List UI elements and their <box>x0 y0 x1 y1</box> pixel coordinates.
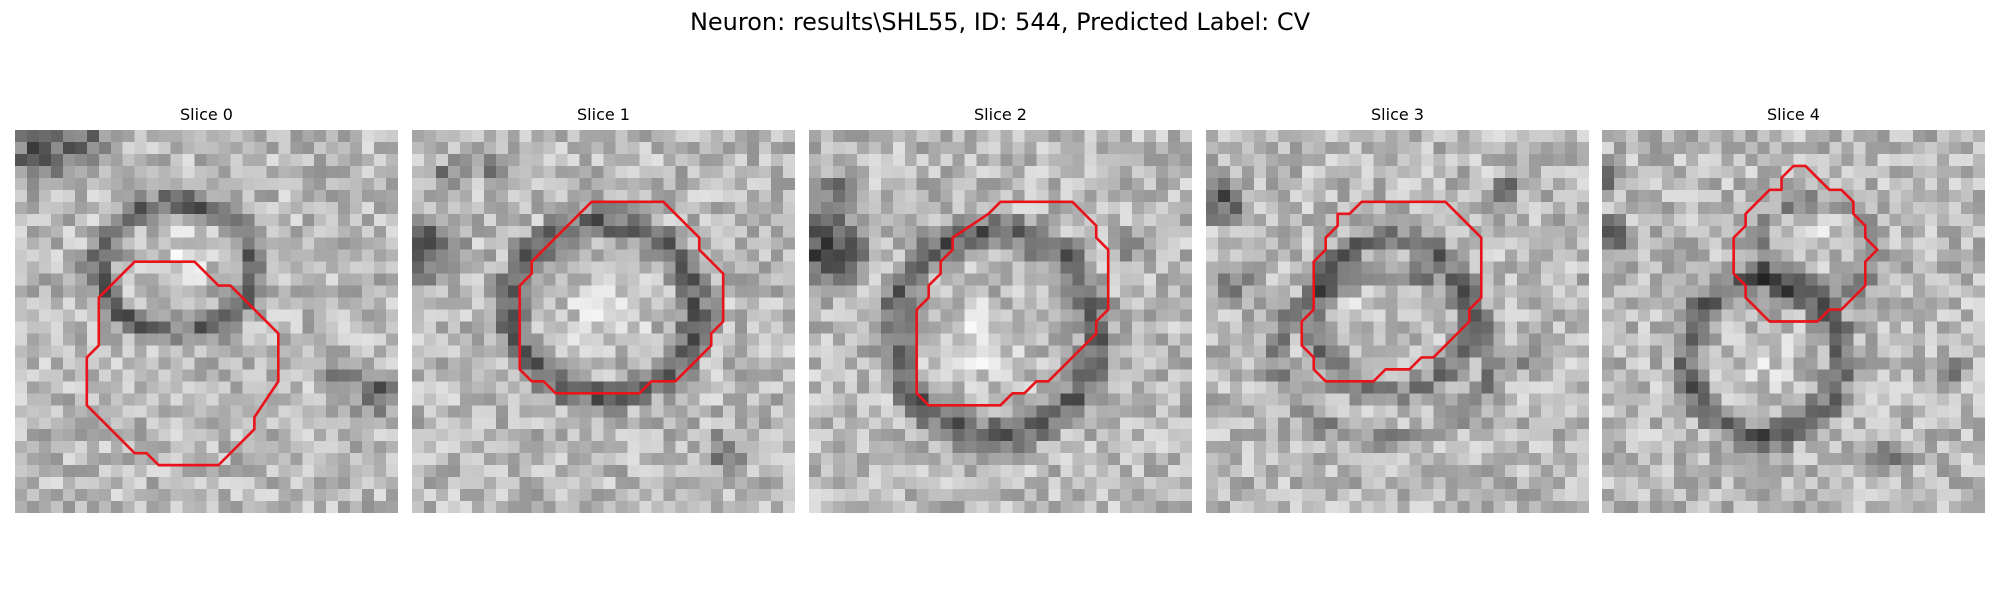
slice-image-0 <box>15 130 398 513</box>
slice-panel-1: Slice 1 <box>412 104 795 513</box>
figure-title: Neuron: results\SHL55, ID: 544, Predicte… <box>689 8 1311 36</box>
slice-image-2 <box>809 130 1192 513</box>
slice-panel-2: Slice 2 <box>809 104 1192 513</box>
slice-title-1: Slice 1 <box>577 105 630 124</box>
slice-title-3: Slice 3 <box>1371 105 1424 124</box>
roi-outline <box>1732 164 1879 323</box>
slice-panel-3: Slice 3 <box>1206 104 1589 513</box>
roi-outline <box>1300 200 1483 383</box>
slice-image-3 <box>1206 130 1589 513</box>
slice-panel-0: Slice 0 <box>15 104 398 513</box>
slice-panel-4: Slice 4 <box>1602 104 1985 513</box>
roi-outline <box>85 260 280 467</box>
slice-title-0: Slice 0 <box>180 105 233 124</box>
slice-title-2: Slice 2 <box>974 105 1027 124</box>
slice-title-4: Slice 4 <box>1767 105 1820 124</box>
roi-outline <box>915 200 1110 407</box>
slice-image-4 <box>1602 130 1985 513</box>
roi-outline <box>518 200 725 395</box>
slice-image-1 <box>412 130 795 513</box>
